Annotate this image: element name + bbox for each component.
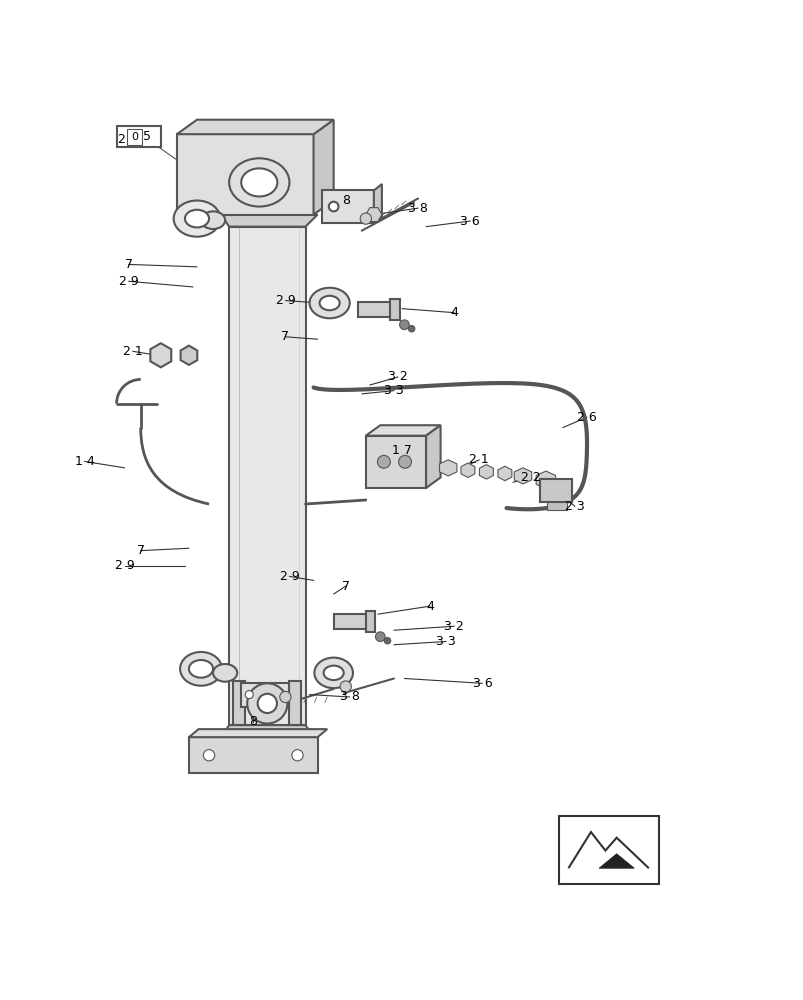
Polygon shape [189,729,327,737]
Polygon shape [373,184,381,223]
Text: 3 8: 3 8 [408,202,427,215]
Text: 3 3: 3 3 [384,384,403,397]
Circle shape [328,202,338,211]
Text: 4: 4 [450,306,458,319]
Polygon shape [479,465,493,479]
Ellipse shape [180,652,222,686]
Text: 5: 5 [143,130,151,143]
Ellipse shape [213,664,237,682]
Polygon shape [150,343,171,367]
Text: 7: 7 [124,258,132,271]
Circle shape [279,691,291,703]
Polygon shape [426,425,440,488]
Bar [189,737,317,773]
Polygon shape [460,463,475,477]
Text: 1 4: 1 4 [75,455,94,468]
Bar [333,614,369,629]
Text: 2 9: 2 9 [275,294,295,307]
Text: 7: 7 [137,544,145,557]
Ellipse shape [229,158,289,207]
Circle shape [340,681,351,692]
Text: 8: 8 [249,715,257,728]
Polygon shape [439,460,456,476]
Circle shape [291,750,303,761]
Ellipse shape [319,296,339,310]
Bar [546,502,566,510]
Text: 3 6: 3 6 [472,677,491,690]
Bar [233,681,245,725]
Bar [540,479,572,502]
Bar [321,190,373,223]
Ellipse shape [309,288,349,318]
Bar [365,611,375,632]
Text: 1 7: 1 7 [392,444,411,457]
Polygon shape [221,215,317,227]
Bar [229,227,305,725]
Ellipse shape [185,210,209,227]
Text: 2 1: 2 1 [469,453,488,466]
Bar [241,683,289,707]
Text: 0: 0 [131,132,137,142]
Text: 8: 8 [341,194,349,207]
Text: 3 2: 3 2 [388,370,407,383]
Circle shape [203,750,214,761]
Text: 2 9: 2 9 [279,570,299,583]
Text: 2 9: 2 9 [119,275,138,288]
Bar [357,302,393,317]
Polygon shape [221,725,313,737]
Circle shape [408,326,414,332]
Circle shape [398,455,411,468]
Polygon shape [497,466,512,481]
Circle shape [245,691,253,699]
Text: 2 2: 2 2 [520,471,540,484]
Bar [558,816,658,884]
Ellipse shape [201,211,225,229]
Text: 2 1: 2 1 [123,345,142,358]
Polygon shape [536,471,555,489]
Text: 3 2: 3 2 [444,620,463,633]
Polygon shape [514,468,531,484]
Bar [177,134,313,215]
Bar [289,681,301,725]
Ellipse shape [241,168,277,196]
Polygon shape [365,208,381,222]
Ellipse shape [173,201,220,237]
Polygon shape [177,120,333,134]
Circle shape [377,455,390,468]
Text: 2 6: 2 6 [577,411,596,424]
Polygon shape [181,346,197,365]
Text: 2 9: 2 9 [115,559,134,572]
Circle shape [247,683,287,724]
Text: 3 3: 3 3 [436,635,455,648]
Bar [365,436,426,488]
Ellipse shape [323,666,344,680]
Circle shape [257,694,276,713]
Bar [127,129,141,145]
Text: 3 6: 3 6 [460,215,479,228]
Bar [389,299,399,320]
Text: 2 3: 2 3 [565,500,584,513]
Circle shape [233,166,257,190]
Text: 7: 7 [341,580,349,593]
Ellipse shape [314,658,353,688]
Circle shape [399,320,409,330]
Polygon shape [598,854,634,868]
Text: 2: 2 [117,133,125,146]
Bar [116,126,161,147]
Circle shape [384,637,390,644]
Ellipse shape [189,660,213,678]
Circle shape [360,213,371,224]
Circle shape [375,632,385,642]
Text: 4: 4 [426,600,434,613]
Polygon shape [313,120,333,215]
Text: 3 8: 3 8 [340,690,359,703]
Polygon shape [365,425,440,436]
Text: 7: 7 [281,330,289,343]
